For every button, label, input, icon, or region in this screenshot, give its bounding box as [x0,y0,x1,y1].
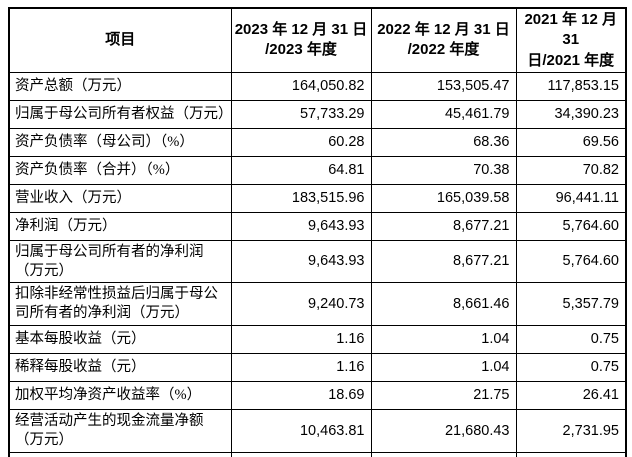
row-value: 96,441.11 [515,183,627,213]
row-value: 60.28 [230,127,372,157]
row-value: 117,853.15 [515,71,627,101]
table-body: 资产总额（万元） 164,050.82 153,505.47 117,853.15 归属… [8,71,627,457]
row-value: 70.38 [370,155,517,185]
table-row: 经营活动产生的现金流量净额（万元） 10,463.81 21,680.43 2,731… [8,409,627,453]
row-value: 10,463.81 [230,409,372,453]
row-value: 2,731.95 [515,409,627,453]
row-value: - [370,451,517,457]
table-row: 基本每股收益（元） 1.16 1.04 0.75 [8,325,627,355]
row-value: 1.04 [370,325,517,355]
row-value: 165,039.58 [370,183,517,213]
row-value: 68.36 [370,127,517,157]
row-value: 8,677.21 [370,239,517,284]
row-label: 营业收入（万元） [8,183,232,213]
row-value: 0.75 [515,353,627,383]
row-value: 21.75 [370,381,517,411]
row-value: 9,240.73 [230,282,372,327]
row-value: 5,764.60 [515,239,627,284]
table-header-row: 项目 2023 年 12 月 31 日 /2023 年度 2022 年 12 月… [8,7,627,73]
row-value: 9,643.93 [230,211,372,241]
row-value: 34,390.23 [515,99,627,129]
row-value: 1.16 [230,353,372,383]
table-row: 资产负债率（母公司）（%） 60.28 68.36 69.56 [8,127,627,157]
header-item-column: 项目 [8,7,232,73]
header-2023-column: 2023 年 12 月 31 日 /2023 年度 [230,7,372,73]
row-value: 183,515.96 [230,183,372,213]
row-value: 153,505.47 [370,71,517,101]
table-row: 资产总额（万元） 164,050.82 153,505.47 117,853.15 [8,71,627,101]
row-value: 8,661.46 [370,282,517,327]
row-label: 基本每股收益（元） [8,325,232,355]
row-value: - [515,451,627,457]
row-value: 26.41 [515,381,627,411]
row-label: 资产负债率（母公司）（%） [8,127,232,157]
table-row: 扣除非经常性损益后归属于母公司所有者的净利润（万元） 9,240.73 8,661.… [8,282,627,327]
row-value: 57,733.29 [230,99,372,129]
row-value: 1.04 [370,353,517,383]
table-row: 现金分红（万元）--- [8,451,627,457]
row-value: 21,680.43 [370,409,517,453]
row-value: 5,357.79 [515,282,627,327]
row-label: 归属于母公司所有者权益（万元） [8,99,232,129]
header-2021-column: 2021 年 12 月 31 日/2021 年度 [515,7,627,73]
row-value: 0.75 [515,325,627,355]
row-label: 资产总额（万元） [8,71,232,101]
row-value: 8,677.21 [370,211,517,241]
row-value: 45,461.79 [370,99,517,129]
row-value: 64.81 [230,155,372,185]
financial-summary-table: 项目 2023 年 12 月 31 日 /2023 年度 2022 年 12 月… [8,7,627,457]
table-row: 归属于母公司所有者的净利润（万元） 9,643.93 8,677.21 5,764.6… [8,239,627,284]
row-value: 5,764.60 [515,211,627,241]
table-row: 归属于母公司所有者权益（万元） 57,733.29 45,461.79 34,390.… [8,99,627,129]
row-value: 69.56 [515,127,627,157]
row-value: 70.82 [515,155,627,185]
row-label: 加权平均净资产收益率（%） [8,381,232,411]
row-value: 9,643.93 [230,239,372,284]
row-value: 164,050.82 [230,71,372,101]
row-label: 经营活动产生的现金流量净额（万元） [8,409,232,453]
row-label: 净利润（万元） [8,211,232,241]
header-2022-column: 2022 年 12 月 31 日 /2022 年度 [370,7,517,73]
row-label: 扣除非经常性损益后归属于母公司所有者的净利润（万元） [8,282,232,327]
row-label: 现金分红（万元） [8,451,232,457]
row-label: 稀释每股收益（元） [8,353,232,383]
table-row: 资产负债率（合并）（%） 64.81 70.38 70.82 [8,155,627,185]
row-label: 归属于母公司所有者的净利润（万元） [8,239,232,284]
table-row: 加权平均净资产收益率（%） 18.69 21.75 26.41 [8,381,627,411]
row-value: 18.69 [230,381,372,411]
table-row: 净利润（万元） 9,643.93 8,677.21 5,764.60 [8,211,627,241]
row-value: - [230,451,372,457]
table-row: 营业收入（万元） 183,515.96 165,039.58 96,441.11 [8,183,627,213]
row-label: 资产负债率（合并）（%） [8,155,232,185]
row-value: 1.16 [230,325,372,355]
table-row: 稀释每股收益（元） 1.16 1.04 0.75 [8,353,627,383]
